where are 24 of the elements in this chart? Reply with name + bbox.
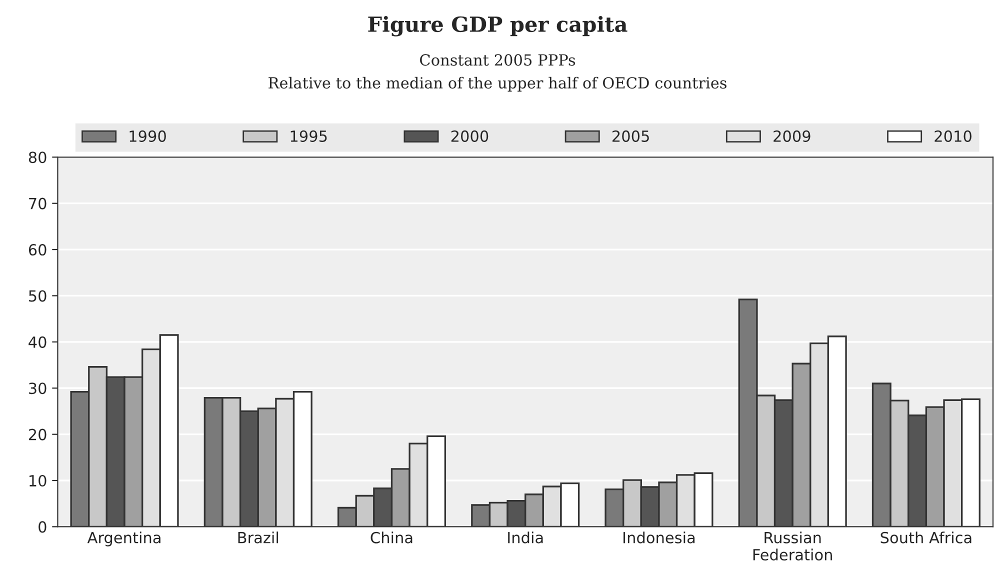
x-tick-label: Russian Federation bbox=[753, 532, 832, 561]
legend-label: 1995 bbox=[290, 130, 327, 142]
y-tick-label: 50 bbox=[29, 290, 46, 302]
y-tick-label: 20 bbox=[28, 428, 46, 440]
x-tick-label: China bbox=[370, 532, 412, 544]
y-tick-label: 80 bbox=[28, 152, 46, 164]
chart-subtitle: Constant 2005 PPPs Relative to the median of the upper half of OECD countries bbox=[268, 54, 726, 92]
legend-label: 2010 bbox=[934, 130, 972, 142]
y-tick-label: 10 bbox=[30, 474, 46, 487]
chart-title: Figure GDP per capita bbox=[368, 16, 628, 36]
x-tick-label: Argentina bbox=[87, 532, 160, 546]
y-tick-label: 70 bbox=[29, 198, 46, 210]
y-tick-label: 0 bbox=[38, 521, 46, 533]
legend-label: 2005 bbox=[612, 130, 649, 142]
legend-label: 2009 bbox=[774, 130, 810, 142]
legend-label: 2000 bbox=[451, 130, 488, 142]
x-tick-label: Indonesia bbox=[624, 532, 695, 544]
y-tick-label: 40 bbox=[28, 336, 46, 348]
legend-label: 1990 bbox=[130, 130, 166, 142]
y-tick-label: 30 bbox=[29, 382, 46, 394]
x-tick-label: South Africa bbox=[880, 532, 972, 544]
x-tick-label: India bbox=[508, 532, 543, 544]
x-tick-label: Brazil bbox=[238, 532, 278, 544]
y-tick-label: 60 bbox=[28, 244, 46, 256]
